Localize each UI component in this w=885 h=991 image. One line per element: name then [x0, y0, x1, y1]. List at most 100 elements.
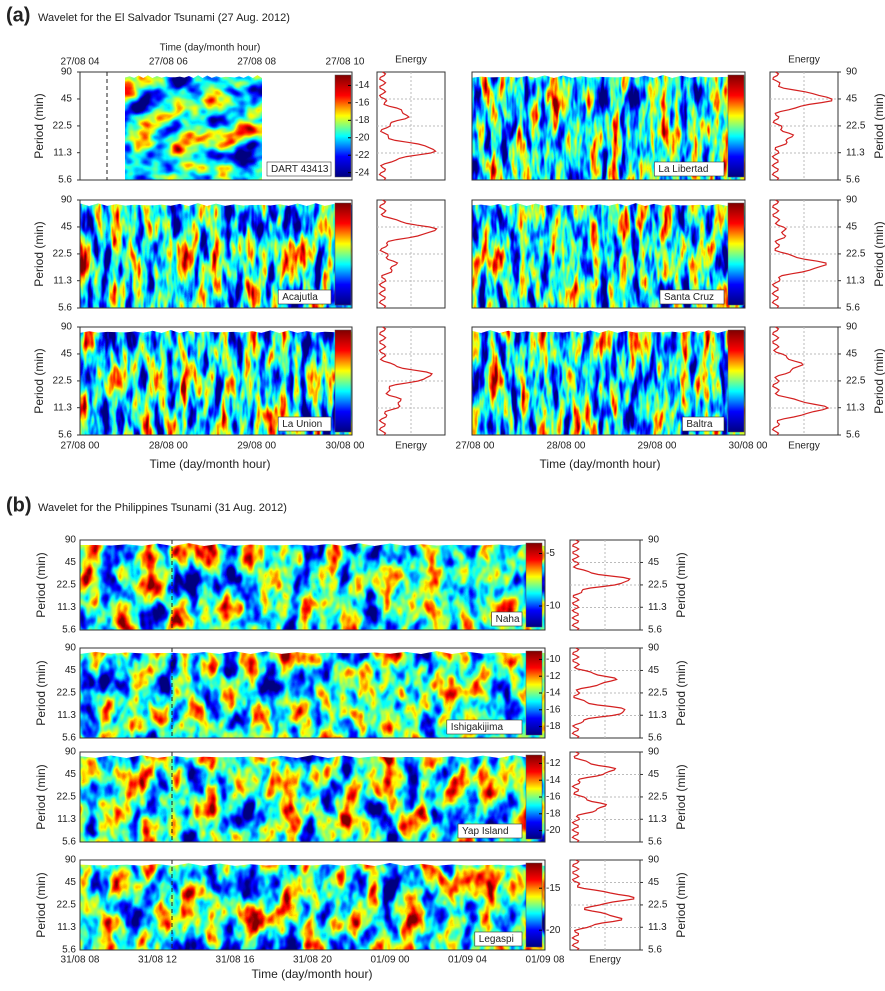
colorbar-tick-label: -24 — [355, 167, 370, 178]
y-tick-label: 45 — [846, 94, 858, 105]
colorbar — [727, 329, 745, 433]
y-tick-label: 11.3 — [648, 602, 667, 613]
y-tick-label: 90 — [65, 747, 77, 758]
y-tick-label: 5.6 — [62, 733, 76, 744]
y-axis-label: Period (min) — [674, 660, 688, 725]
y-tick-label: 22.5 — [648, 580, 668, 591]
station-name: DART 43413 — [271, 164, 329, 175]
y-tick-label: 5.6 — [846, 303, 860, 314]
x-tick-label: 31/08 20 — [293, 955, 332, 966]
station-box — [446, 719, 523, 735]
y-tick-label: 45 — [648, 769, 660, 780]
y-tick-label: 11.3 — [57, 922, 76, 933]
x-axis-label: Time (day/month hour) — [150, 457, 271, 471]
y-tick-label: 11.3 — [648, 814, 667, 825]
y-tick-label: 45 — [65, 665, 77, 676]
y-tick-label: 22.5 — [648, 792, 668, 803]
y-axis-label: Period (min) — [674, 872, 688, 937]
x-axis-label: Time (day/month hour) — [252, 967, 373, 981]
station-name: Legaspi — [479, 934, 514, 945]
energy-curve — [378, 199, 438, 309]
y-axis-label: Period (min) — [872, 93, 885, 158]
energy-label: Energy — [589, 955, 621, 966]
station-box — [682, 416, 725, 432]
station-name: Baltra — [686, 419, 713, 430]
energy-curve — [771, 326, 830, 436]
y-tick-label: 90 — [61, 67, 73, 78]
x-tick-label: 27/08 08 — [237, 57, 276, 68]
y-tick-label: 45 — [648, 665, 660, 676]
y-tick-label: 90 — [65, 855, 77, 866]
station-box — [277, 416, 332, 432]
x-tick-label: 29/08 00 — [237, 441, 276, 452]
colorbar — [334, 202, 352, 306]
y-tick-label: 45 — [648, 557, 660, 568]
y-tick-label: 5.6 — [648, 945, 662, 956]
y-axis-label: Period (min) — [674, 552, 688, 617]
energy-curve — [571, 751, 617, 843]
energy-label: Energy — [395, 55, 427, 66]
x-tick-label: 01/09 00 — [371, 955, 410, 966]
y-tick-label: 45 — [61, 94, 73, 105]
energy-curve — [571, 539, 631, 631]
y-tick-label: 5.6 — [846, 430, 860, 441]
y-tick-label: 90 — [648, 643, 660, 654]
y-axis-label: Period (min) — [872, 348, 885, 413]
y-tick-label: 11.3 — [846, 147, 865, 158]
x-tick-label: 31/08 12 — [138, 955, 177, 966]
y-tick-label: 11.3 — [648, 922, 667, 933]
x-tick-label: 27/08 00 — [61, 441, 100, 452]
plot-frame — [471, 71, 746, 181]
energy-curve — [771, 199, 827, 309]
station-name: Yap Island — [462, 826, 509, 837]
energy-label: Energy — [788, 441, 820, 452]
y-tick-label: 5.6 — [648, 837, 662, 848]
energy-label: Energy — [395, 441, 427, 452]
station-name: Naha — [496, 614, 520, 625]
colorbar-tick-label: -20 — [546, 825, 561, 836]
y-tick-label: 90 — [648, 855, 660, 866]
colorbar-tick-label: -15 — [546, 883, 561, 894]
y-tick-label: 22.5 — [648, 900, 668, 911]
y-tick-label: 5.6 — [648, 625, 662, 636]
x-tick-label: 28/08 00 — [547, 441, 586, 452]
colorbar-tick-label: -20 — [546, 925, 561, 936]
colorbar-tick-label: -5 — [546, 548, 555, 559]
colorbar-tick-label: -14 — [546, 775, 561, 786]
panel-label: (a) — [6, 4, 30, 26]
x-tick-label: 31/08 08 — [61, 955, 100, 966]
energy-label: Energy — [788, 55, 820, 66]
y-tick-label: 22.5 — [846, 249, 866, 260]
station-box — [474, 931, 523, 947]
x-tick-label: 27/08 00 — [456, 441, 495, 452]
y-tick-label: 45 — [61, 349, 73, 360]
y-tick-label: 22.5 — [57, 688, 77, 699]
station-box — [266, 161, 332, 177]
colorbar-tick-label: -10 — [546, 601, 561, 612]
y-axis-label: Period (min) — [872, 221, 885, 286]
cone-of-influence — [80, 200, 352, 206]
x-tick-label: 27/08 10 — [326, 57, 365, 68]
plot-frame — [471, 326, 746, 436]
station-name: Ishigakijima — [451, 722, 504, 733]
y-tick-label: 5.6 — [58, 430, 72, 441]
y-tick-label: 11.3 — [57, 602, 76, 613]
y-tick-label: 22.5 — [57, 900, 77, 911]
y-tick-label: 45 — [61, 222, 73, 233]
station-box — [659, 289, 725, 305]
station-name: La Libertad — [658, 164, 708, 175]
y-tick-label: 22.5 — [846, 121, 866, 132]
y-axis-label: Period (min) — [34, 660, 48, 725]
y-tick-label: 45 — [65, 557, 77, 568]
colorbar-tick-label: -18 — [546, 721, 561, 732]
colorbar — [334, 329, 352, 433]
y-tick-label: 5.6 — [846, 175, 860, 186]
x-tick-label: 01/09 04 — [448, 955, 487, 966]
y-tick-label: 11.3 — [846, 402, 865, 413]
energy-curve — [571, 647, 626, 739]
y-axis-label: Period (min) — [32, 93, 46, 158]
y-tick-label: 5.6 — [58, 303, 72, 314]
colorbar-tick-label: -10 — [546, 654, 561, 665]
panel-title: Wavelet for the Philippines Tsunami (31 … — [38, 502, 287, 514]
